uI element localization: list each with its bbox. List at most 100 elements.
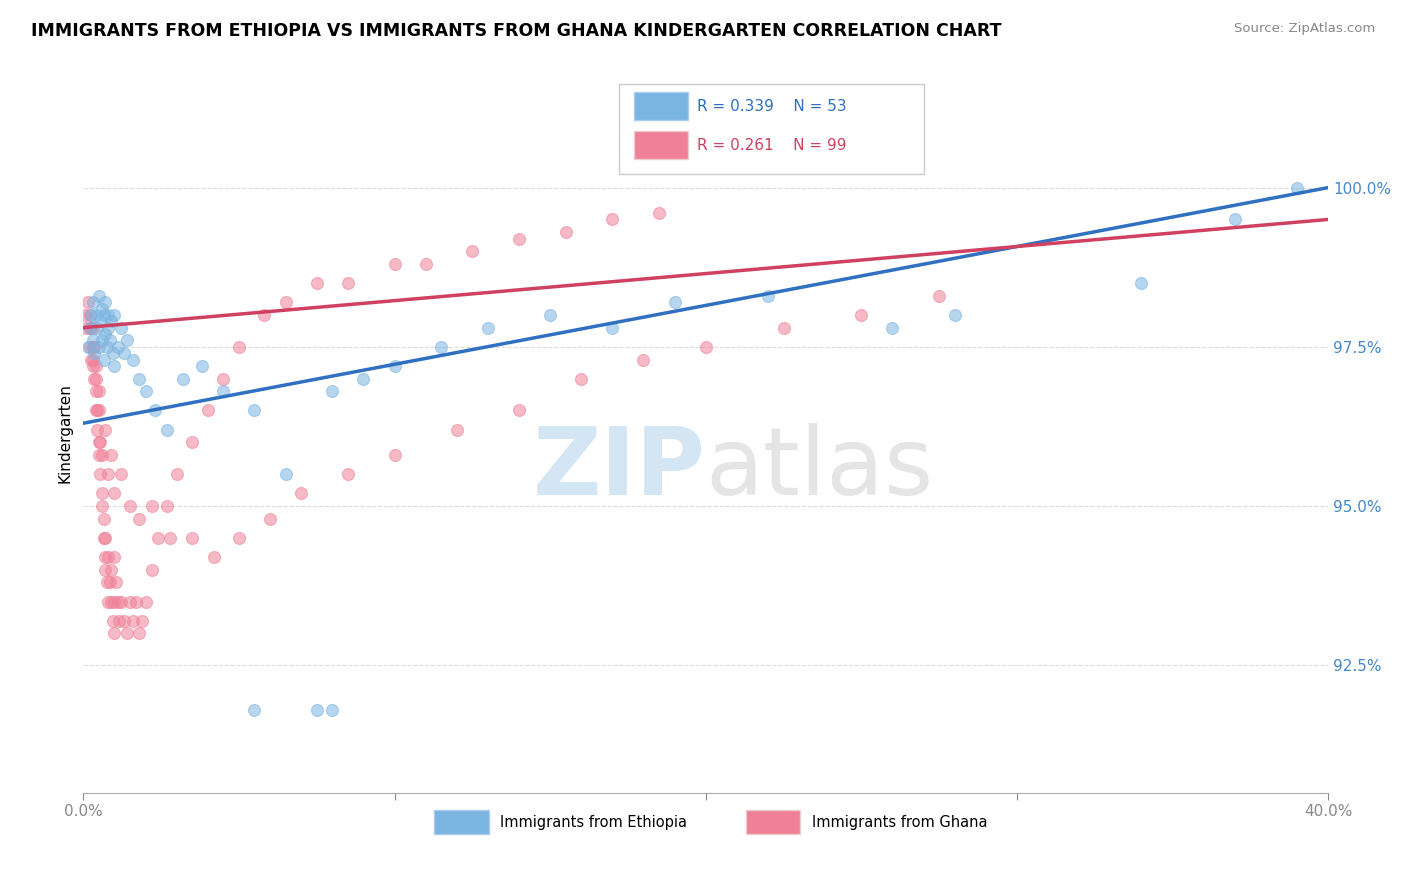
Point [321,703,343,717]
Point [633,352,655,367]
Point [103,549,125,564]
Point [104,575,127,590]
Point [101,614,124,628]
Point [112,614,135,628]
Point [82,352,104,367]
Point [87,435,110,450]
Point [1223,212,1246,227]
Point [96,575,118,590]
Point [118,499,141,513]
Point [107,594,129,608]
Point [202,549,225,564]
Point [648,206,671,220]
Point [384,359,406,373]
Point [602,320,624,334]
Point [80,308,103,322]
Point [86,423,108,437]
Point [84,403,107,417]
Point [84,384,107,399]
Point [851,308,873,322]
Point [82,340,104,354]
Point [87,340,110,354]
Point [94,327,117,342]
Point [83,340,105,354]
Point [98,334,121,348]
Point [190,359,212,373]
Text: R = 0.261    N = 99: R = 0.261 N = 99 [697,138,846,153]
Point [93,531,115,545]
Point [101,346,124,360]
Point [197,403,219,417]
Point [108,614,131,628]
Point [461,244,484,259]
Point [943,308,966,322]
Point [100,594,122,608]
Point [122,614,145,628]
Point [107,340,129,354]
Point [84,359,107,373]
Point [80,320,103,334]
Point [141,563,163,577]
Point [84,371,107,385]
FancyBboxPatch shape [745,810,800,834]
Text: Immigrants from Ethiopia: Immigrants from Ethiopia [501,814,688,830]
Point [86,403,108,417]
Point [228,340,250,354]
Point [112,346,135,360]
Point [128,626,150,640]
Point [602,212,624,227]
Point [89,467,111,482]
Point [253,308,276,322]
Point [274,295,297,310]
Point [97,594,120,608]
Text: R = 0.339    N = 53: R = 0.339 N = 53 [697,99,846,114]
Point [882,320,904,334]
Point [89,314,111,328]
Point [228,531,250,545]
Point [73,308,96,322]
Point [115,626,138,640]
Point [75,320,97,334]
Point [100,448,122,462]
Point [508,403,530,417]
Point [103,594,125,608]
Point [86,320,108,334]
Point [336,467,359,482]
Point [135,384,157,399]
Point [415,257,437,271]
Point [82,295,104,310]
Point [83,371,105,385]
Point [243,703,266,717]
Point [336,276,359,290]
Point [82,359,104,373]
Point [97,320,120,334]
Point [1130,276,1153,290]
Point [305,276,328,290]
Point [100,314,122,328]
Point [97,308,120,322]
Point [87,384,110,399]
Point [569,371,592,385]
Text: IMMIGRANTS FROM ETHIOPIA VS IMMIGRANTS FROM GHANA KINDERGARTEN CORRELATION CHART: IMMIGRANTS FROM ETHIOPIA VS IMMIGRANTS F… [31,22,1001,40]
Point [103,626,125,640]
Point [321,384,343,399]
Point [97,467,120,482]
Point [181,435,204,450]
Point [141,499,163,513]
Point [146,531,169,545]
Point [695,340,717,354]
Point [98,575,121,590]
Point [125,594,148,608]
Point [352,371,374,385]
Point [77,295,100,310]
FancyBboxPatch shape [619,84,924,174]
Point [93,308,115,322]
Point [554,225,576,239]
Point [93,512,115,526]
Point [77,340,100,354]
Point [91,301,114,316]
Point [212,384,235,399]
Text: atlas: atlas [706,423,934,515]
Point [110,467,132,482]
Point [756,289,779,303]
